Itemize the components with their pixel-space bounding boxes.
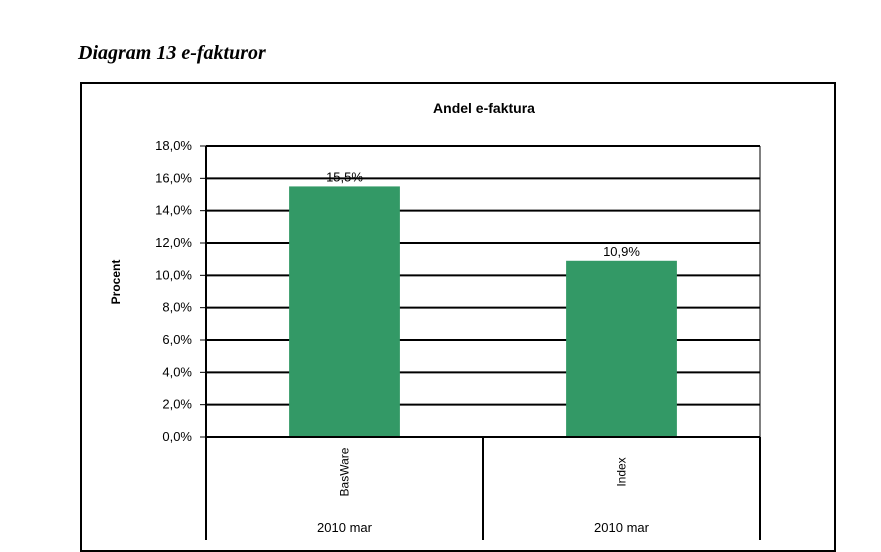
- data-label: 15,5%: [326, 169, 363, 184]
- y-tick-label: 16,0%: [155, 170, 192, 185]
- y-tick-label: 12,0%: [155, 235, 192, 250]
- y-tick-label: 18,0%: [155, 138, 192, 153]
- y-tick-label: 0,0%: [162, 429, 192, 444]
- category-label: BasWare: [338, 447, 352, 496]
- diagram-caption: Diagram 13 e-fakturor: [78, 42, 266, 64]
- bar: [289, 186, 400, 437]
- category-label: Index: [615, 457, 629, 486]
- y-tick-label: 8,0%: [162, 300, 192, 315]
- y-tick-label: 14,0%: [155, 203, 192, 218]
- y-tick-label: 10,0%: [155, 267, 192, 282]
- y-tick-label: 6,0%: [162, 332, 192, 347]
- data-label: 10,9%: [603, 244, 640, 259]
- group-label: 2010 mar: [317, 520, 373, 535]
- y-tick-label: 2,0%: [162, 397, 192, 412]
- bar: [566, 260, 677, 437]
- chart-title: Andel e-faktura: [433, 100, 535, 116]
- group-label: 2010 mar: [594, 520, 650, 535]
- y-tick-label: 4,0%: [162, 364, 192, 379]
- y-axis-label: Procent: [109, 260, 123, 305]
